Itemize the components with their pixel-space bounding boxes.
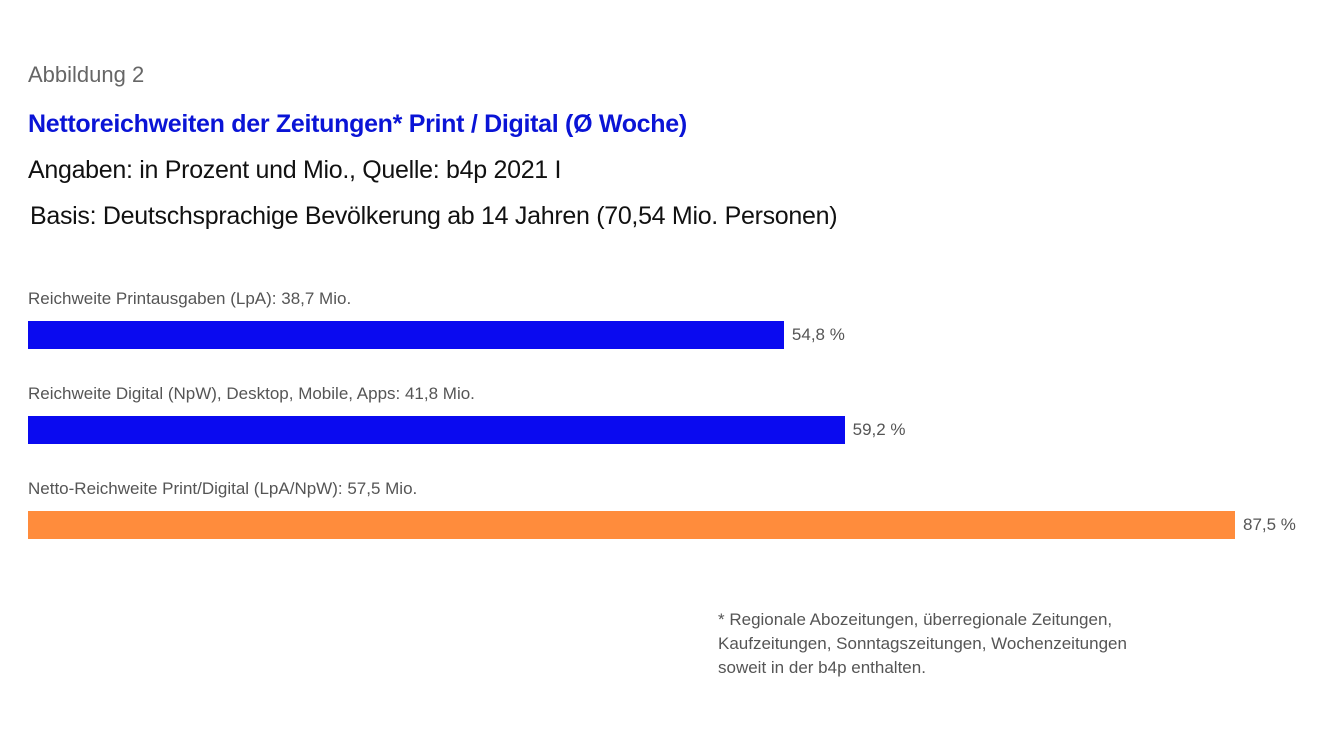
figure-label: Abbildung 2 <box>28 62 145 87</box>
value-label: 54,8 % <box>791 325 845 344</box>
chart-title: Nettoreichweiten der Zeitungen* Print / … <box>28 110 687 138</box>
footnote-line: * Regionale Abozeitungen, überregionale … <box>718 610 1113 629</box>
chart-subtitle-source: Angaben: in Prozent und Mio., Quelle: b4… <box>28 156 562 184</box>
category-label: Netto-Reichweite Print/Digital (LpA/NpW)… <box>28 479 418 498</box>
value-label: 87,5 % <box>1243 515 1296 534</box>
footnote: * Regionale Abozeitungen, überregionale … <box>718 608 1127 680</box>
bar-chart: Reichweite Printausgaben (LpA): 38,7 Mio… <box>28 289 1296 539</box>
value-label: 59,2 % <box>852 420 906 439</box>
bar <box>28 511 1235 539</box>
bar <box>28 416 845 444</box>
chart-subtitle-basis: Basis: Deutschsprachige Bevölkerung ab 1… <box>30 202 838 230</box>
category-label: Reichweite Printausgaben (LpA): 38,7 Mio… <box>28 289 352 308</box>
footnote-line: soweit in der b4p enthalten. <box>718 658 926 677</box>
bar <box>28 321 784 349</box>
category-label: Reichweite Digital (NpW), Desktop, Mobil… <box>28 384 475 403</box>
footnote-line: Kaufzeitungen, Sonntagszeitungen, Wochen… <box>718 634 1127 653</box>
